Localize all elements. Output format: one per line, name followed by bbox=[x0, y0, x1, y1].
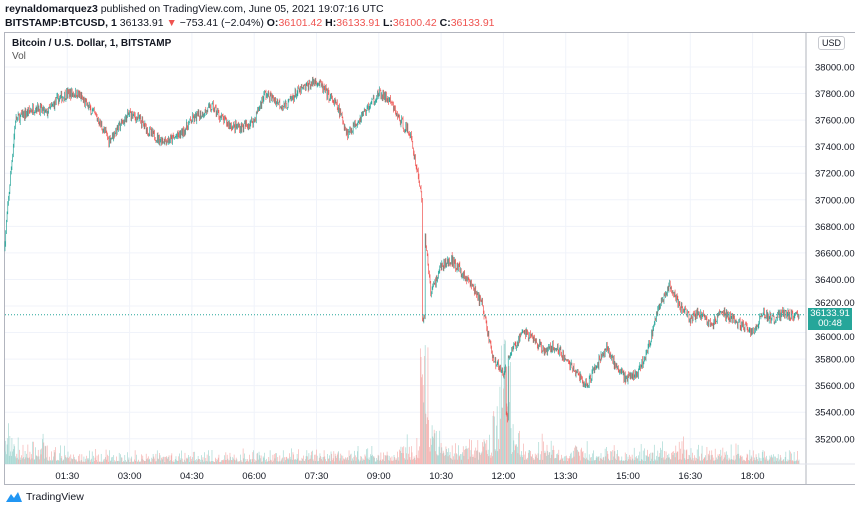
y-tick-label: 36400.00 bbox=[815, 275, 855, 286]
last-price: 36133.91 bbox=[119, 17, 164, 29]
series-title: Bitcoin / U.S. Dollar, 1, BITSTAMP bbox=[12, 38, 172, 49]
open-label: O: bbox=[266, 17, 279, 29]
y-tick-label: 35400.00 bbox=[815, 408, 855, 419]
bar-countdown: 00:48 bbox=[818, 318, 842, 329]
currency-button[interactable]: USD bbox=[818, 36, 846, 50]
y-tick-label: 38000.00 bbox=[815, 63, 855, 74]
x-tick-label: 09:00 bbox=[367, 471, 391, 482]
y-tick-label: 37800.00 bbox=[815, 89, 855, 100]
last-price-label: 36133.91 00:48 bbox=[808, 308, 852, 330]
publish-text: published on TradingView.com, June 05, 2… bbox=[100, 3, 384, 15]
x-tick-label: 04:30 bbox=[180, 471, 204, 482]
brand-name: TradingView bbox=[26, 491, 84, 503]
x-tick-label: 16:30 bbox=[678, 471, 702, 482]
open-value: 36101.42 bbox=[278, 17, 323, 29]
publish-info: reynaldomarquez3 published on TradingVie… bbox=[5, 3, 384, 15]
x-tick-label: 18:00 bbox=[741, 471, 765, 482]
author[interactable]: reynaldomarquez3 bbox=[5, 3, 98, 15]
change: −753.41 (−2.04%) bbox=[179, 17, 264, 29]
x-tick-label: 07:30 bbox=[305, 471, 329, 482]
y-tick-label: 35200.00 bbox=[815, 434, 855, 445]
close-label: C: bbox=[439, 17, 451, 29]
low-value: 36100.42 bbox=[392, 17, 437, 29]
x-tick-label: 13:30 bbox=[554, 471, 578, 482]
y-tick-label: 36200.00 bbox=[815, 298, 855, 309]
x-tick-label: 12:00 bbox=[492, 471, 516, 482]
x-tick-label: 10:30 bbox=[429, 471, 453, 482]
triangle-down-icon: ▼ bbox=[166, 17, 177, 29]
last-price-value: 36133.91 bbox=[810, 307, 850, 319]
x-tick-label: 15:00 bbox=[616, 471, 640, 482]
tradingview-logo[interactable]: TradingView bbox=[5, 491, 84, 503]
y-tick-label: 36600.00 bbox=[815, 248, 855, 259]
candles bbox=[4, 76, 800, 423]
volume-bars bbox=[4, 339, 800, 464]
x-tick-label: 03:00 bbox=[118, 471, 142, 482]
chart-legend: Bitcoin / U.S. Dollar, 1, BITSTAMP Vol bbox=[12, 38, 171, 62]
x-tick-label: 06:00 bbox=[242, 471, 266, 482]
high-value: 36133.91 bbox=[336, 17, 381, 29]
y-tick-label: 35800.00 bbox=[815, 355, 855, 366]
chart-frame bbox=[4, 32, 855, 485]
y-tick-label: 36000.00 bbox=[815, 332, 855, 343]
symbol-bar: BITSTAMP:BTCUSD, 1 36133.91 ▼ −753.41 (−… bbox=[5, 17, 495, 29]
y-tick-label: 36800.00 bbox=[815, 222, 855, 233]
low-label: L: bbox=[382, 17, 393, 29]
y-tick-label: 37600.00 bbox=[815, 116, 855, 127]
y-tick-label: 37200.00 bbox=[815, 169, 855, 180]
symbol: BITSTAMP:BTCUSD, 1 bbox=[5, 17, 117, 29]
y-tick-label: 37400.00 bbox=[815, 142, 855, 153]
x-tick-label: 01:30 bbox=[55, 471, 79, 482]
y-tick-label: 37000.00 bbox=[815, 195, 855, 206]
high-label: H: bbox=[325, 17, 337, 29]
y-tick-label: 35600.00 bbox=[815, 381, 855, 392]
close-value: 36133.91 bbox=[450, 17, 495, 29]
volume-label: Vol bbox=[12, 51, 26, 62]
tradingview-logo-icon bbox=[6, 492, 22, 502]
